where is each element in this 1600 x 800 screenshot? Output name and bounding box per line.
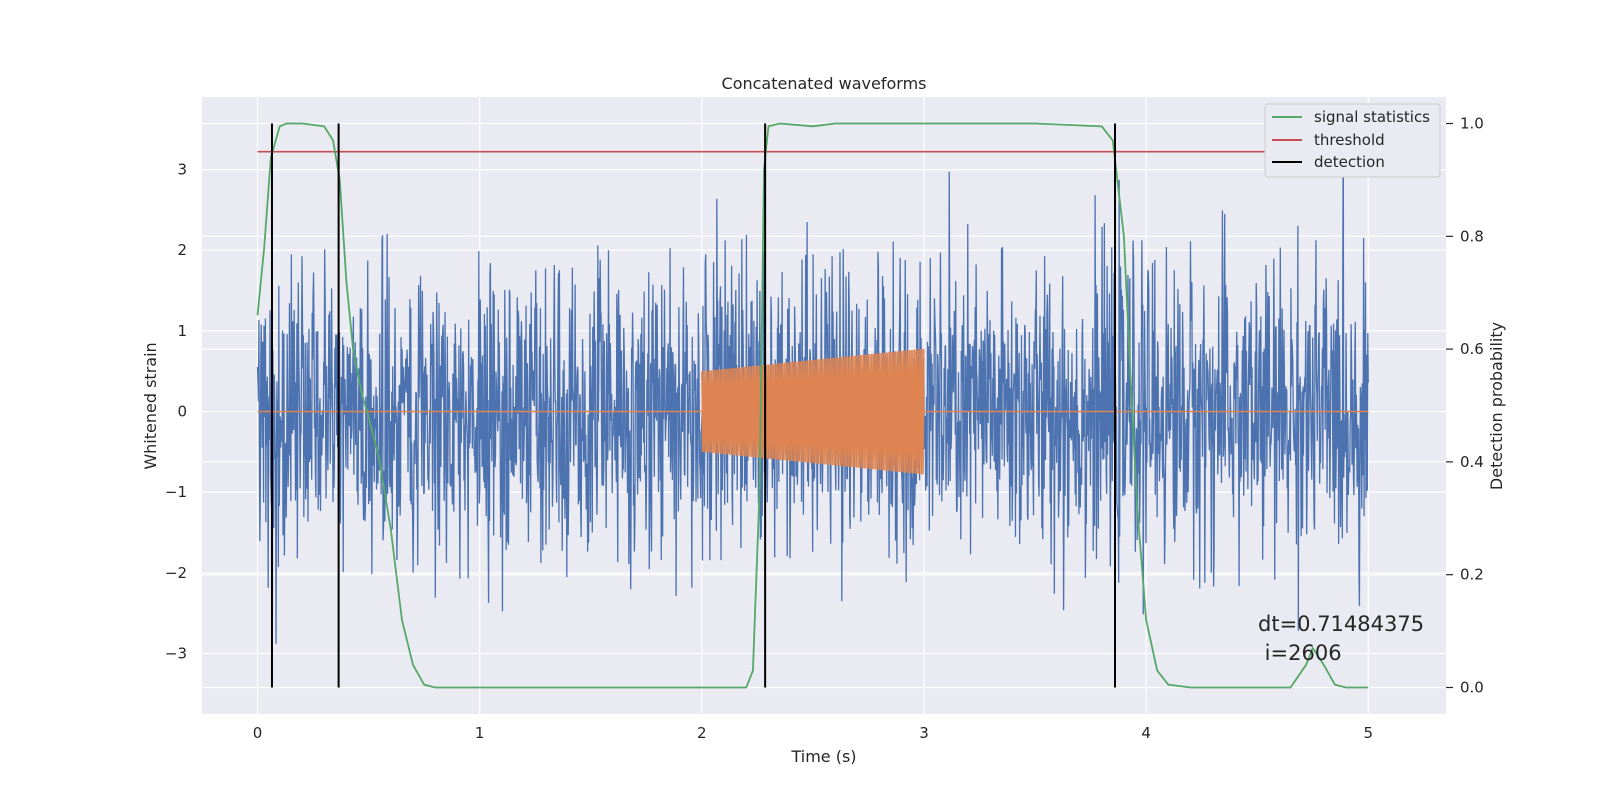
y2-tick-label: 0.0 [1460,678,1484,696]
legend-label-signal-statistics: signal statistics [1314,108,1430,126]
y2-axis-label: Detection probability [1487,322,1506,490]
axis-ticks: 0 1 2 3 4 5 −3 −2 −1 0 1 2 3 0.0 0.2 0.4 0.6 0.8 1.0 [165,115,1484,742]
signal-statistics-line [256,122,1369,689]
y-tick-label: 0 [177,403,187,421]
y2-tick-label: 0.4 [1460,453,1484,471]
annotation-dt: dt=0.71484375 [1258,612,1424,636]
y-axis-label: Whitened strain [141,342,160,469]
y-tick-label: −3 [165,645,187,663]
y-tick-label: 2 [177,241,187,259]
legend: signal statistics threshold detection [1264,103,1441,178]
y-tick-label: 3 [177,161,187,179]
y2-tick-label: 0.6 [1460,340,1484,358]
x-tick-label: 1 [475,724,485,742]
x-tick-label: 4 [1141,724,1151,742]
x-tick-label: 5 [1363,724,1373,742]
injected-chirp-line [701,348,925,475]
injected-waveform-series [257,348,1369,475]
x-tick-label: 3 [919,724,929,742]
x-tick-label: 0 [253,724,263,742]
legend-label-detection: detection [1314,153,1385,171]
chart-title: Concatenated waveforms [722,74,927,93]
y-tick-label: −2 [165,564,187,582]
y2-tick-label: 0.8 [1460,227,1484,245]
x-tick-label: 2 [697,724,707,742]
annotation-i: i=2606 [1258,641,1342,665]
probability-series [256,122,1369,689]
y-tick-label: 1 [177,322,187,340]
x-axis-label: Time (s) [790,747,856,766]
y2-tick-label: 1.0 [1460,115,1484,133]
legend-label-threshold: threshold [1314,131,1385,149]
y-tick-label: −1 [165,483,187,501]
legend-box [1264,103,1441,178]
y2-tick-label: 0.2 [1460,566,1484,584]
